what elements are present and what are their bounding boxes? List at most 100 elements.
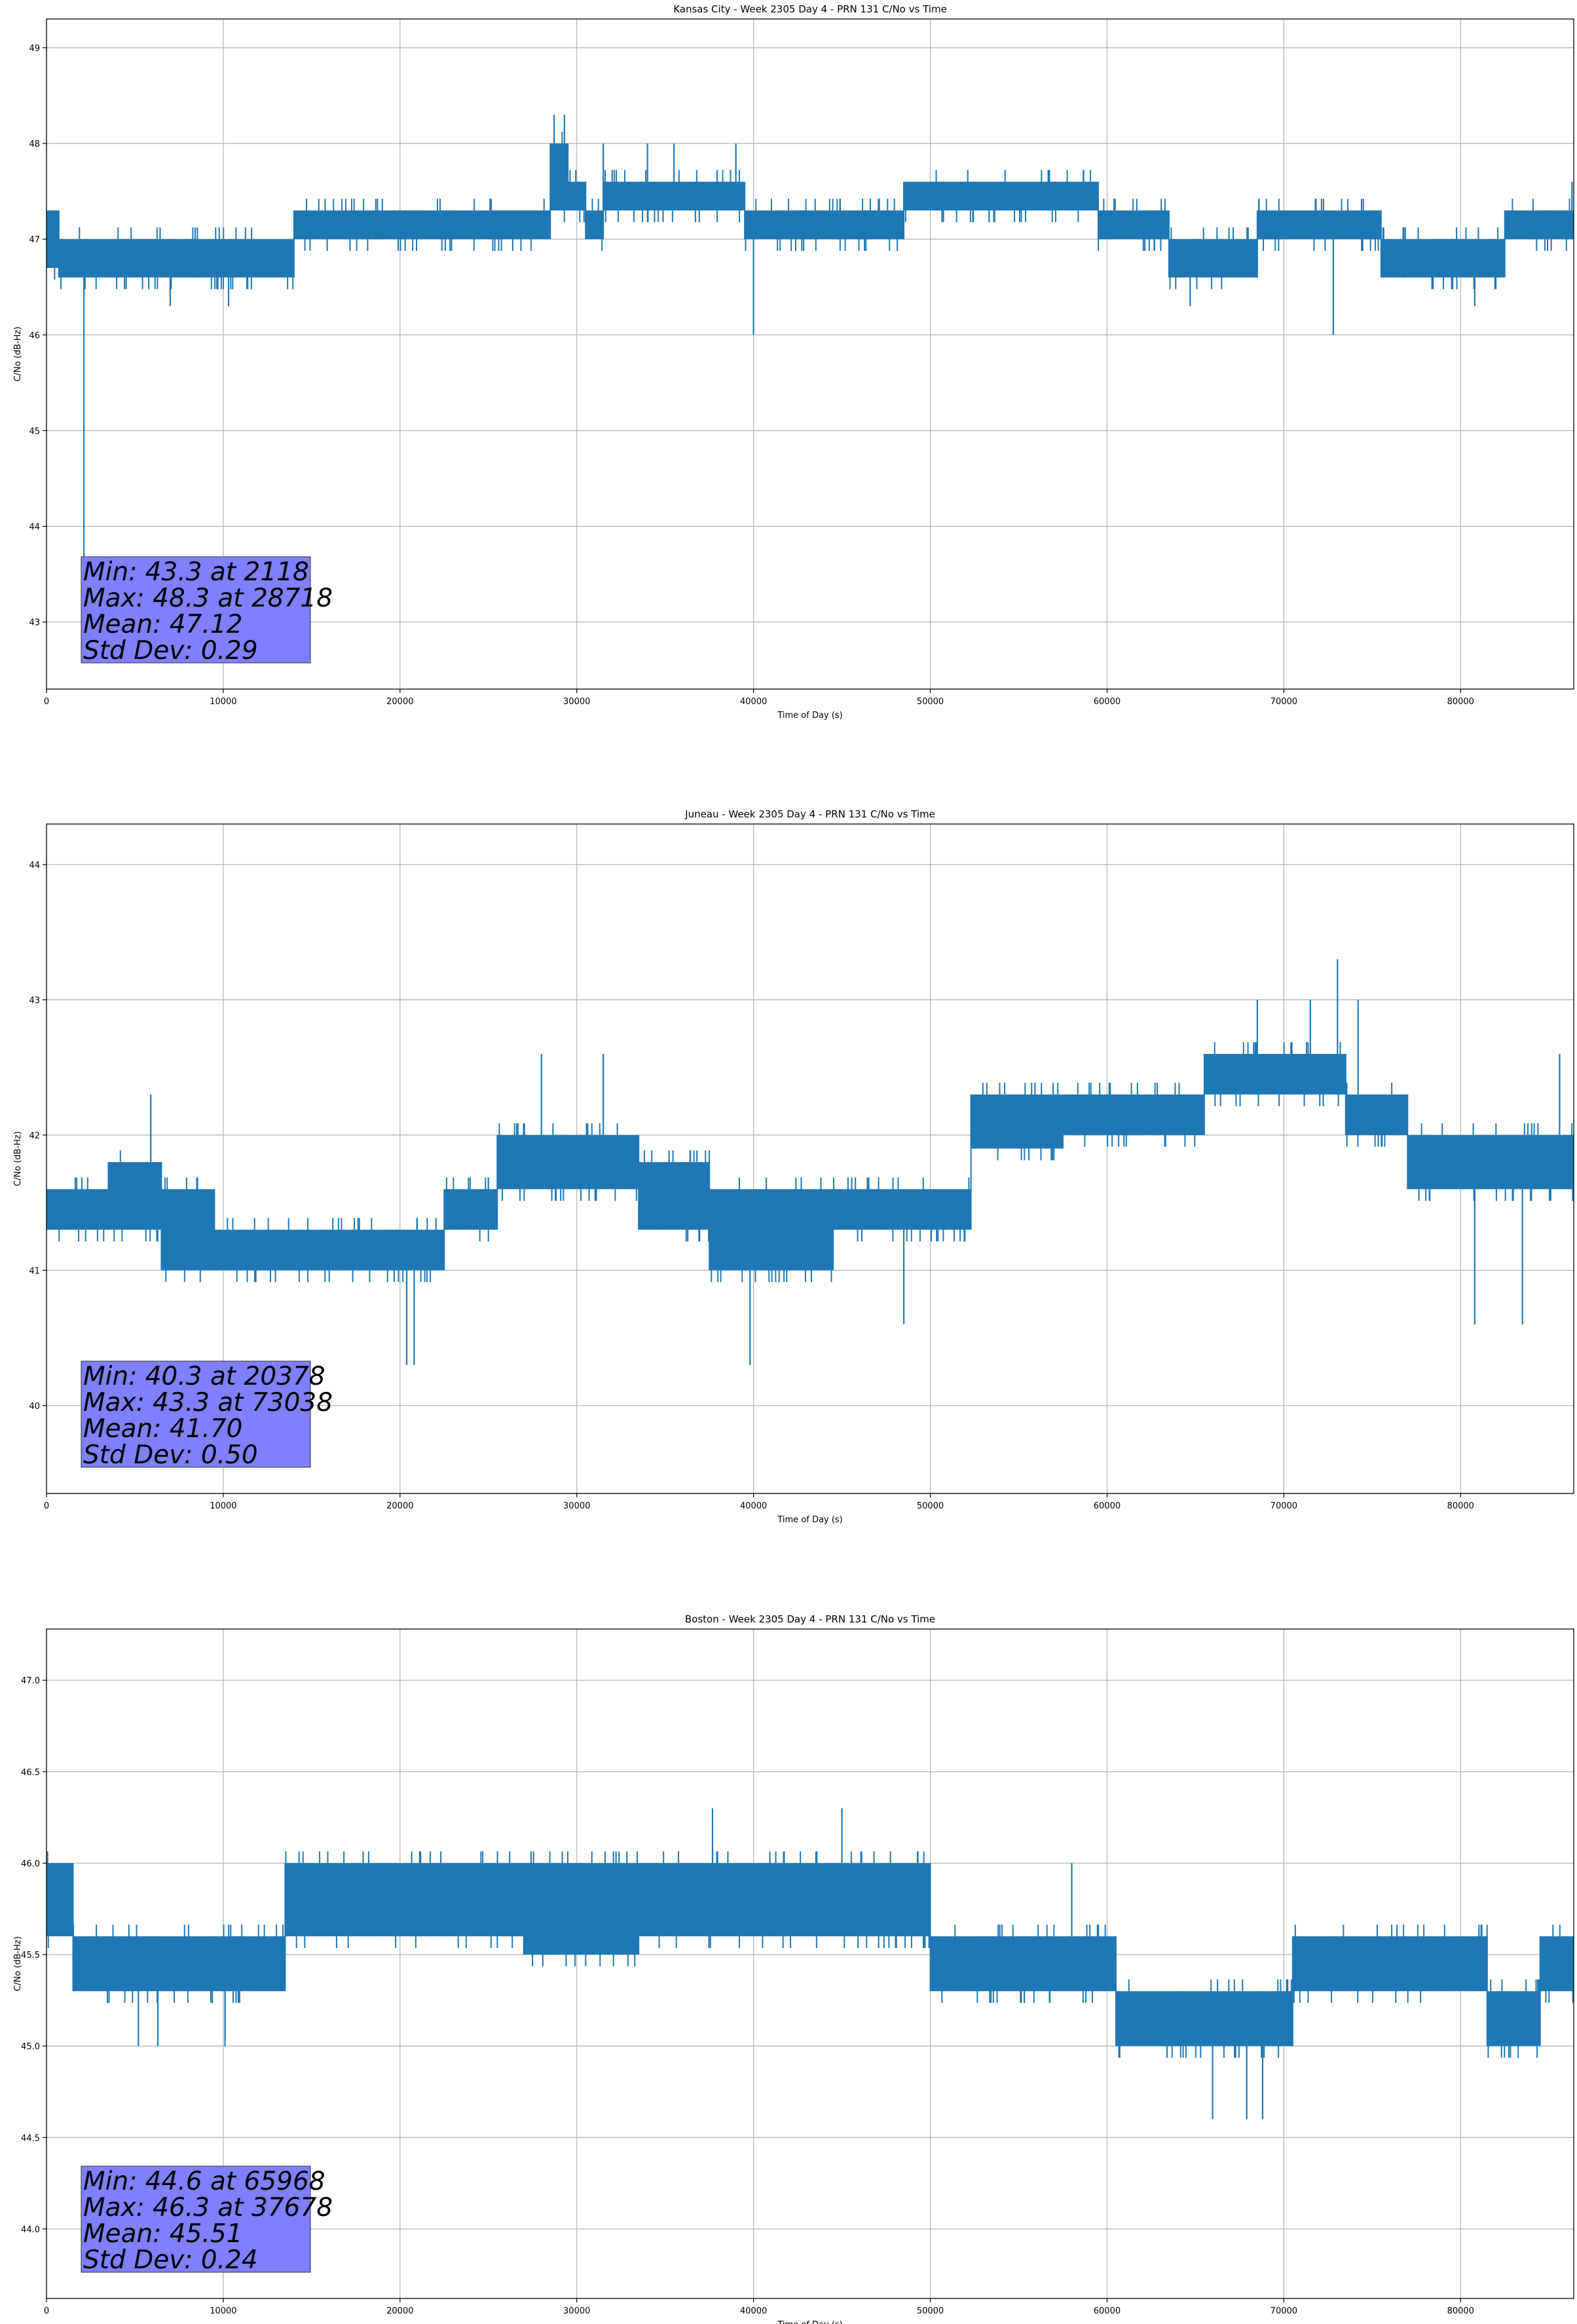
x-tick-label: 10000 <box>210 1501 236 1511</box>
chart-title: Juneau - Week 2305 Day 4 - PRN 131 C/No … <box>684 808 935 820</box>
data-band <box>550 143 568 211</box>
y-tick-label: 44.5 <box>21 2133 40 2143</box>
y-tick-label: 47.0 <box>21 1676 40 1686</box>
y-axis-label: C/No (dB-Hz) <box>13 327 23 382</box>
y-tick-label: 47 <box>29 235 40 245</box>
data-band <box>1345 1094 1408 1135</box>
stats-box <box>81 1360 311 1468</box>
stats-line: Mean: 47.12 <box>83 610 242 639</box>
stats-line: Max: 48.3 at 28718 <box>83 584 333 613</box>
data-band <box>904 181 1098 211</box>
y-tick-label: 45 <box>29 426 40 436</box>
stats-line: Min: 43.3 at 2118 <box>83 557 309 587</box>
y-tick-label: 42 <box>29 1131 40 1141</box>
data-band <box>46 1863 73 1937</box>
y-axis-label: C/No (dB-Hz) <box>13 1131 23 1186</box>
data-band <box>930 1936 1116 1991</box>
data-band <box>58 239 294 278</box>
x-axis-label: Time of Day (s) <box>777 2320 842 2324</box>
stats-line: Std Dev: 0.29 <box>83 636 258 665</box>
y-tick-label: 46.0 <box>21 1859 40 1869</box>
data-band <box>1487 1991 1540 2046</box>
data-band <box>568 181 586 211</box>
plot-area <box>46 959 1574 1365</box>
y-tick-label: 43 <box>29 996 40 1005</box>
y-tick-label: 45.5 <box>21 1951 40 1960</box>
x-tick-label: 60000 <box>1094 1501 1121 1511</box>
x-axis-label: Time of Day (s) <box>777 1515 842 1525</box>
stats-line: Mean: 41.70 <box>83 1414 242 1444</box>
stats-line: Min: 44.6 at 65968 <box>83 2167 325 2196</box>
y-tick-label: 44 <box>29 523 40 533</box>
data-band <box>108 1162 162 1230</box>
data-band <box>1168 239 1257 278</box>
data-band <box>833 1189 971 1230</box>
x-tick-label: 70000 <box>1271 1501 1297 1511</box>
data-band <box>971 1094 1063 1149</box>
x-tick-label: 0 <box>44 1501 49 1511</box>
stats-line: Max: 46.3 at 37678 <box>83 2193 333 2222</box>
chart-panel-1: 0 10000 20000 30000 40000 50000 60000 70000 8000… <box>13 3 1574 721</box>
plot-area <box>46 1808 1574 2120</box>
data-band <box>603 181 745 211</box>
y-tick-label: 40 <box>29 1402 40 1412</box>
x-tick-label: 30000 <box>563 697 590 707</box>
data-band <box>285 1863 524 1937</box>
data-band <box>46 1189 109 1230</box>
y-axis-label: C/No (dB-Hz) <box>13 1936 23 1991</box>
data-band <box>1540 1936 1574 1991</box>
data-band <box>585 210 604 240</box>
y-tick-label: 49 <box>29 44 40 54</box>
x-tick-label: 30000 <box>563 1501 590 1511</box>
x-axis-label: Time of Day (s) <box>777 711 842 721</box>
y-tick-label: 44 <box>29 861 40 871</box>
x-tick-label: 70000 <box>1271 2306 1297 2316</box>
y-tick-label: 48 <box>29 140 40 149</box>
data-band <box>1062 1094 1204 1135</box>
y-tick-label: 44.0 <box>21 2225 40 2235</box>
x-tick-label: 60000 <box>1094 2306 1121 2316</box>
x-tick-label: 40000 <box>740 697 767 707</box>
y-tick-label: 46 <box>29 331 40 341</box>
y-tick-label: 45.0 <box>21 2042 40 2052</box>
data-band <box>46 210 59 268</box>
stats-line: Max: 43.3 at 73038 <box>83 1388 333 1417</box>
chart-title: Kansas City - Week 2305 Day 4 - PRN 131 … <box>673 3 947 15</box>
data-band <box>1115 1991 1293 2046</box>
x-tick-label: 60000 <box>1094 697 1121 707</box>
x-tick-label: 30000 <box>563 2306 590 2316</box>
axes-frame <box>46 1628 1574 2299</box>
x-tick-label: 40000 <box>740 2306 767 2316</box>
x-tick-label: 80000 <box>1447 697 1474 707</box>
stats-line: Std Dev: 0.24 <box>83 2245 258 2275</box>
x-tick-label: 0 <box>44 697 49 707</box>
chart-panel-3: 0 10000 20000 30000 40000 50000 60000 70000 8000… <box>13 1613 1574 2324</box>
data-band <box>709 1189 834 1271</box>
stats-line: Min: 40.3 at 20378 <box>83 1362 325 1391</box>
axes-frame <box>46 18 1574 690</box>
stats-box <box>81 556 311 664</box>
data-band <box>73 1936 286 1991</box>
stats-line: Std Dev: 0.50 <box>83 1440 258 1470</box>
x-tick-label: 70000 <box>1271 697 1297 707</box>
y-tick-label: 41 <box>29 1266 40 1276</box>
x-tick-label: 10000 <box>210 2306 236 2316</box>
chart-title: Boston - Week 2305 Day 4 - PRN 131 C/No … <box>685 1613 935 1625</box>
x-tick-label: 50000 <box>917 1501 944 1511</box>
data-band <box>639 1162 710 1230</box>
axes-frame <box>46 823 1574 1494</box>
y-tick-label: 43 <box>29 618 40 628</box>
stats-line: Mean: 45.51 <box>83 2219 242 2249</box>
plot-area <box>46 115 1574 593</box>
x-tick-label: 50000 <box>917 697 944 707</box>
x-tick-label: 0 <box>44 2306 49 2316</box>
x-tick-label: 20000 <box>386 2306 413 2316</box>
data-band <box>523 1863 639 1955</box>
x-tick-label: 10000 <box>210 697 236 707</box>
data-band <box>1257 210 1381 240</box>
y-tick-label: 46.5 <box>21 1768 40 1778</box>
stats-box <box>81 2165 311 2273</box>
data-band <box>161 1189 215 1271</box>
data-band <box>1204 1053 1346 1095</box>
